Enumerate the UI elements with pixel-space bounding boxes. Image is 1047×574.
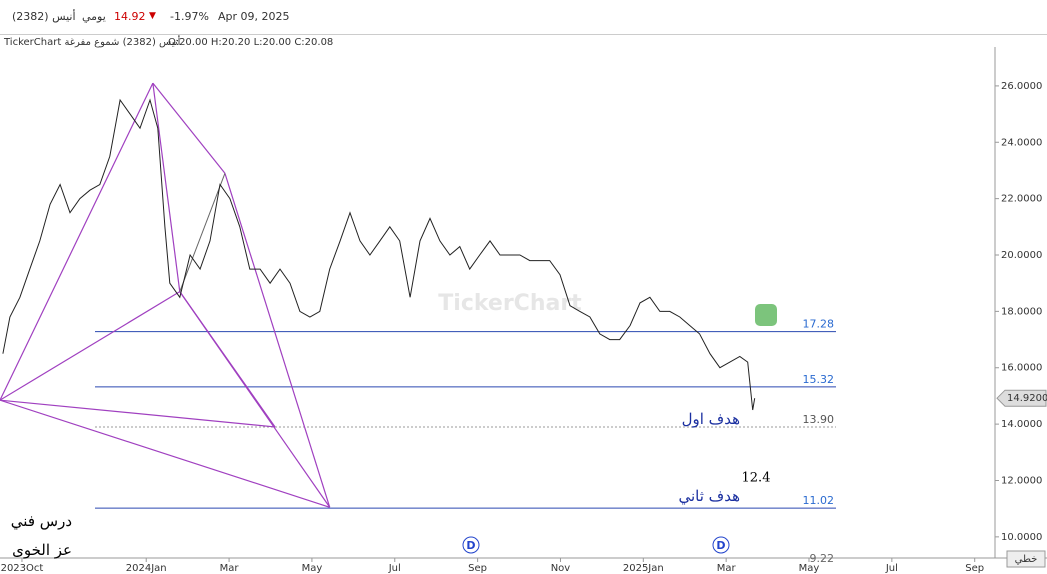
dividend-marker-label: D bbox=[716, 539, 725, 552]
level-label: 11.02 bbox=[803, 494, 835, 507]
level-label: 9.22 bbox=[810, 552, 835, 565]
pattern-line bbox=[0, 82, 154, 401]
pattern-line bbox=[179, 173, 226, 292]
y-tick-label: 14.0000 bbox=[1001, 419, 1042, 430]
x-tick-label: Sep bbox=[468, 563, 487, 574]
period[interactable]: يومي bbox=[82, 10, 106, 23]
scale-button[interactable] bbox=[1006, 550, 1046, 568]
x-tick-label: May bbox=[799, 563, 820, 574]
date: Apr 09, 2025 bbox=[218, 10, 290, 23]
pattern-line bbox=[0, 399, 276, 428]
pattern-line bbox=[152, 83, 181, 292]
level-label: 13.90 bbox=[803, 413, 835, 426]
x-tick-label: Nov bbox=[551, 563, 571, 574]
chart: TickerChart أنيس (2382) شموع مفرغة O:20.… bbox=[0, 35, 1047, 574]
symbol: أنيس (2382) bbox=[12, 10, 76, 23]
level-label: 15.32 bbox=[803, 373, 835, 386]
annotation: هدف ثاني bbox=[678, 487, 740, 505]
x-tick-label: 2025Jan bbox=[623, 563, 664, 574]
dividend-marker[interactable] bbox=[712, 536, 730, 554]
y-tick-label: 12.0000 bbox=[1001, 475, 1042, 486]
pattern-line bbox=[224, 173, 331, 508]
change: -1.97% bbox=[170, 10, 209, 23]
price-line bbox=[2, 98, 756, 411]
annotation: عز الخوى bbox=[12, 541, 72, 559]
y-tick-label: 10.0000 bbox=[1001, 532, 1042, 543]
ohlc: O:20.00 H:20.20 L:20.00 C:20.08 bbox=[168, 37, 333, 48]
thumb-icon bbox=[755, 304, 777, 326]
pattern-line bbox=[0, 291, 181, 401]
x-tick-label: 2023Oct bbox=[1, 563, 44, 574]
down-arrow: ▼ bbox=[149, 11, 156, 21]
level-label: 17.28 bbox=[803, 318, 835, 331]
x-tick-label: Mar bbox=[220, 563, 240, 574]
x-tick-label: Mar bbox=[717, 563, 737, 574]
y-tick-label: 18.0000 bbox=[1001, 306, 1042, 317]
y-tick-label: 20.0000 bbox=[1001, 250, 1042, 261]
y-tick-label: 26.0000 bbox=[1001, 81, 1042, 92]
annotation: 12.4 bbox=[742, 471, 771, 486]
scale-mode[interactable]: خطي bbox=[1015, 554, 1038, 565]
dividend-marker-label: D bbox=[466, 539, 475, 552]
x-tick-label: 2024Jan bbox=[126, 563, 167, 574]
watermark: TickerChart bbox=[438, 291, 582, 316]
price: 14.92 bbox=[114, 10, 146, 23]
chart-title: TickerChart أنيس (2382) شموع مفرغة bbox=[3, 35, 181, 48]
last-price-tag bbox=[996, 389, 1047, 407]
annotation: هدف اول bbox=[682, 410, 741, 428]
x-tick-label: Sep bbox=[965, 563, 984, 574]
pattern-line bbox=[152, 82, 226, 174]
y-tick-label: 16.0000 bbox=[1001, 363, 1042, 374]
y-tick-label: 24.0000 bbox=[1001, 137, 1042, 148]
pattern-line bbox=[179, 291, 276, 428]
x-tick-label: May bbox=[302, 563, 323, 574]
x-tick-label: Jul bbox=[388, 563, 401, 574]
last-price-label: 14.9200 bbox=[1007, 393, 1047, 404]
pattern-line bbox=[0, 399, 330, 508]
annotation: درس فني bbox=[11, 512, 72, 530]
x-tick-label: Jul bbox=[885, 563, 898, 574]
y-tick-label: 22.0000 bbox=[1001, 194, 1042, 205]
dividend-marker[interactable] bbox=[462, 536, 480, 554]
toolbar: أنيس (2382) يومي 14.92 ▼ -1.97% Apr 09, … bbox=[0, 0, 1047, 35]
